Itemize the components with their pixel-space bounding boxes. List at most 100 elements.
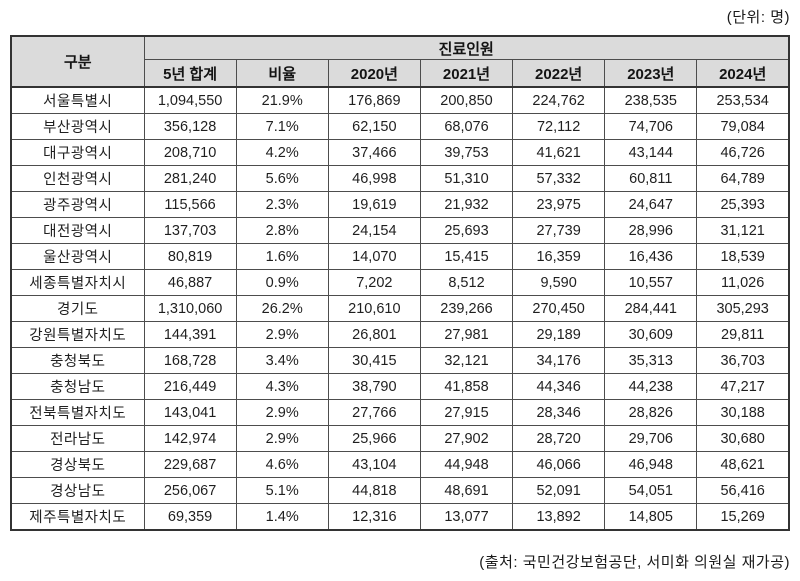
value-cell: 168,728 [143,347,237,374]
value-cell: 142,974 [143,425,237,452]
column-header-6: 2024년 [696,59,790,88]
value-cell: 46,887 [143,269,237,296]
value-cell: 27,915 [419,399,514,426]
value-cell: 13,077 [419,503,514,531]
region-cell: 광주광역시 [10,191,145,218]
value-cell: 2.9% [235,321,329,348]
table-row: 인천광역시 281,240 5.6% 46,998 51,310 57,332 60,811… [10,165,790,192]
value-cell: 41,621 [512,139,606,166]
value-cell: 270,450 [512,295,606,322]
value-cell: 68,076 [419,113,514,140]
value-cell: 15,269 [696,503,790,531]
value-cell: 26,801 [327,321,421,348]
region-cell: 경기도 [10,295,145,322]
value-cell: 69,359 [143,503,237,531]
value-cell: 14,805 [604,503,698,531]
value-cell: 4.3% [235,373,329,400]
value-cell: 62,150 [327,113,421,140]
table-body: 서울특별시 1,094,550 21.9% 176,869 200,850 224,762… [10,86,790,531]
value-cell: 5.6% [235,165,329,192]
column-header-0: 5년 합계 [143,59,237,88]
value-cell: 47,217 [696,373,790,400]
column-header-2: 2020년 [327,59,421,88]
value-cell: 44,818 [327,477,421,504]
region-cell: 전북특별자치도 [10,399,145,426]
value-cell: 16,359 [512,243,606,270]
value-cell: 18,539 [696,243,790,270]
value-cell: 30,188 [696,399,790,426]
table-row: 대구광역시 208,710 4.2% 37,466 39,753 41,621 43,144… [10,139,790,166]
value-cell: 11,026 [696,269,790,296]
value-cell: 305,293 [696,295,790,322]
value-cell: 210,610 [327,295,421,322]
value-cell: 43,144 [604,139,698,166]
region-cell: 강원특별자치도 [10,321,145,348]
value-cell: 64,789 [696,165,790,192]
value-cell: 28,996 [604,217,698,244]
value-cell: 208,710 [143,139,237,166]
region-cell: 경상북도 [10,451,145,478]
value-cell: 46,948 [604,451,698,478]
value-cell: 72,112 [512,113,606,140]
value-cell: 0.9% [235,269,329,296]
table-row: 대전광역시 137,703 2.8% 24,154 25,693 27,739 28,996… [10,217,790,244]
value-cell: 239,266 [419,295,514,322]
value-cell: 176,869 [327,86,421,114]
table-row: 부산광역시 356,128 7.1% 62,150 68,076 72,112 74,706… [10,113,790,140]
value-cell: 44,238 [604,373,698,400]
value-cell: 256,067 [143,477,237,504]
value-cell: 29,189 [512,321,606,348]
value-cell: 200,850 [419,86,514,114]
value-cell: 30,609 [604,321,698,348]
column-header-category: 구분 [10,35,145,88]
value-cell: 57,332 [512,165,606,192]
value-cell: 21,932 [419,191,514,218]
value-cell: 13,892 [512,503,606,531]
value-cell: 24,647 [604,191,698,218]
region-cell: 대전광역시 [10,217,145,244]
value-cell: 16,436 [604,243,698,270]
column-header-3: 2021년 [419,59,514,88]
value-cell: 115,566 [143,191,237,218]
region-cell: 부산광역시 [10,113,145,140]
value-cell: 36,703 [696,347,790,374]
value-cell: 43,104 [327,451,421,478]
value-cell: 9,590 [512,269,606,296]
value-cell: 51,310 [419,165,514,192]
value-cell: 32,121 [419,347,514,374]
value-cell: 46,726 [696,139,790,166]
value-cell: 284,441 [604,295,698,322]
value-cell: 31,121 [696,217,790,244]
unit-label: (단위: 명) [726,9,790,26]
value-cell: 143,041 [143,399,237,426]
value-cell: 7.1% [235,113,329,140]
table-row: 강원특별자치도 144,391 2.9% 26,801 27,981 29,189 30,6… [10,321,790,348]
value-cell: 26.2% [235,295,329,322]
value-cell: 52,091 [512,477,606,504]
value-cell: 14,070 [327,243,421,270]
value-cell: 34,176 [512,347,606,374]
source-label: (출처: 국민건강보험공단, 서미화 의원실 재가공) [479,554,790,571]
value-cell: 253,534 [696,86,790,114]
value-cell: 25,393 [696,191,790,218]
value-cell: 44,346 [512,373,606,400]
value-cell: 10,557 [604,269,698,296]
value-cell: 46,998 [327,165,421,192]
value-cell: 56,416 [696,477,790,504]
value-cell: 7,202 [327,269,421,296]
value-cell: 38,790 [327,373,421,400]
value-cell: 1.4% [235,503,329,531]
region-cell: 충청북도 [10,347,145,374]
value-cell: 25,693 [419,217,514,244]
value-cell: 224,762 [512,86,606,114]
value-cell: 23,975 [512,191,606,218]
table-row: 서울특별시 1,094,550 21.9% 176,869 200,850 224,762… [10,86,790,114]
region-cell: 경상남도 [10,477,145,504]
value-cell: 281,240 [143,165,237,192]
value-cell: 238,535 [604,86,698,114]
value-cell: 4.6% [235,451,329,478]
value-cell: 80,819 [143,243,237,270]
value-cell: 30,680 [696,425,790,452]
table-row: 전북특별자치도 143,041 2.9% 27,766 27,915 28,346 28,8… [10,399,790,426]
